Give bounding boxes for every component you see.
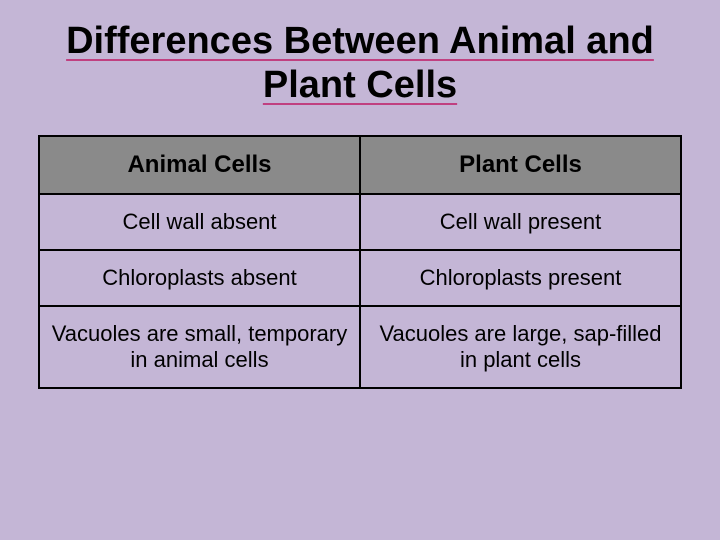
- slide-title: Differences Between Animal and Plant Cel…: [38, 20, 682, 107]
- cell-animal-0: Cell wall absent: [39, 194, 360, 250]
- cell-plant-0: Cell wall present: [360, 194, 681, 250]
- table-header-row: Animal Cells Plant Cells: [39, 136, 681, 194]
- cell-animal-2: Vacuoles are small, temporary in animal …: [39, 306, 360, 388]
- cell-plant-1: Chloroplasts present: [360, 250, 681, 306]
- table-row: Chloroplasts absent Chloroplasts present: [39, 250, 681, 306]
- column-header-animal: Animal Cells: [39, 136, 360, 194]
- table-row: Vacuoles are small, temporary in animal …: [39, 306, 681, 388]
- column-header-plant: Plant Cells: [360, 136, 681, 194]
- table-row: Cell wall absent Cell wall present: [39, 194, 681, 250]
- cell-plant-2: Vacuoles are large, sap-filled in plant …: [360, 306, 681, 388]
- comparison-table: Animal Cells Plant Cells Cell wall absen…: [38, 135, 682, 389]
- cell-animal-1: Chloroplasts absent: [39, 250, 360, 306]
